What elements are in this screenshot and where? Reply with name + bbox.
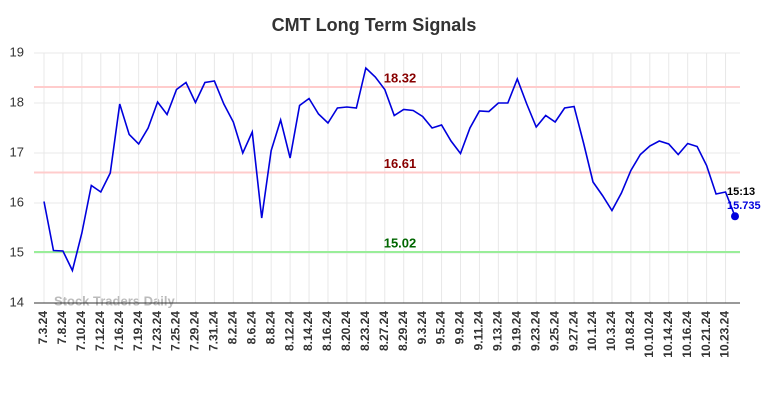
x-tick-label: 8.29.24	[396, 311, 410, 351]
chart-title: CMT Long Term Signals	[272, 15, 477, 35]
x-tick-label: 10.16.24	[680, 311, 694, 358]
x-tick-label: 8.23.24	[358, 311, 372, 351]
x-tick-label: 7.19.24	[131, 311, 145, 351]
x-tick-label: 9.5.24	[434, 311, 448, 345]
signal-label: 16.61	[384, 156, 417, 171]
x-tick-label: 7.16.24	[112, 311, 126, 351]
x-tick-label: 9.9.24	[453, 311, 467, 345]
x-tick-label: 10.8.24	[623, 311, 637, 351]
last-value-label: 15.735	[727, 200, 761, 212]
x-tick-label: 7.25.24	[169, 311, 183, 351]
x-tick-label: 9.11.24	[472, 311, 486, 351]
y-tick-label: 17	[10, 144, 24, 159]
x-tick-label: 7.8.24	[55, 311, 69, 345]
x-tick-label: 10.14.24	[661, 311, 675, 358]
x-tick-label: 9.23.24	[528, 311, 542, 351]
y-tick-label: 19	[10, 44, 24, 59]
x-tick-label: 7.10.24	[74, 311, 88, 351]
x-tick-label: 10.21.24	[699, 311, 713, 358]
x-tick-label: 7.12.24	[93, 311, 107, 351]
x-tick-label: 8.20.24	[339, 311, 353, 351]
x-tick-label: 9.19.24	[509, 311, 523, 351]
x-tick-label: 8.16.24	[320, 311, 334, 351]
x-tick-label: 8.6.24	[244, 311, 258, 345]
x-tick-label: 9.25.24	[547, 311, 561, 351]
watermark: Stock Traders Daily	[54, 293, 175, 308]
x-tick-label: 7.23.24	[150, 311, 164, 351]
y-tick-label: 15	[10, 244, 24, 259]
x-tick-label: 10.3.24	[604, 311, 618, 351]
last-point	[731, 212, 739, 221]
x-tick-label: 10.1.24	[585, 311, 599, 351]
y-tick-label: 18	[10, 94, 24, 109]
x-tick-label: 8.12.24	[282, 311, 296, 351]
x-tick-label: 7.31.24	[207, 311, 221, 351]
x-tick-label: 8.2.24	[225, 311, 239, 345]
signal-label: 15.02	[384, 235, 417, 250]
x-tick-label: 9.3.24	[415, 311, 429, 345]
x-tick-label: 9.27.24	[566, 311, 580, 351]
x-tick-label: 9.13.24	[491, 311, 505, 351]
time-label: 15:13	[727, 186, 755, 198]
x-tick-label: 7.3.24	[36, 311, 50, 345]
x-tick-label: 7.29.24	[188, 311, 202, 351]
x-tick-label: 8.14.24	[301, 311, 315, 351]
line	[43, 66, 736, 273]
x-tick-label: 10.10.24	[642, 311, 656, 358]
y-tick-label: 14	[10, 294, 24, 309]
x-tick-label: 10.23.24	[718, 311, 732, 358]
x-tick-label: 8.8.24	[263, 311, 277, 345]
x-tick-label: 8.27.24	[377, 311, 391, 351]
y-tick-label: 16	[10, 194, 24, 209]
signal-label: 18.32	[384, 70, 417, 85]
